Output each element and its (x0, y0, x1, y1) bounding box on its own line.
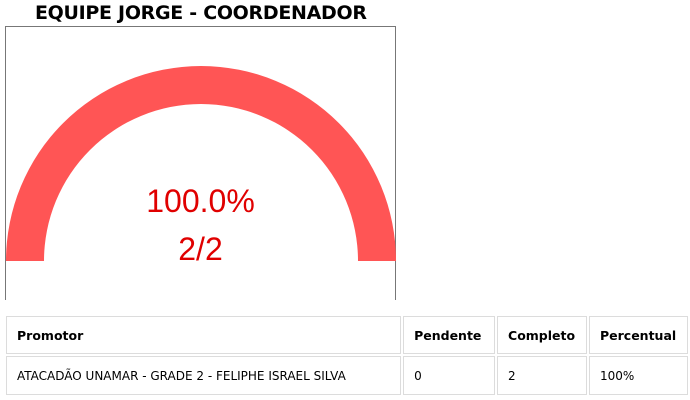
column-header-pendente: Pendente (403, 316, 496, 354)
gauge-percent-label: 100.0% (146, 183, 255, 219)
cell-percentual: 100% (588, 356, 688, 395)
cell-promotor: ATACADÃO UNAMAR - GRADE 2 - FELIPHE ISRA… (6, 356, 402, 395)
gauge-fraction-label: 2/2 (178, 231, 223, 267)
table-row: ATACADÃO UNAMAR - GRADE 2 - FELIPHE ISRA… (6, 356, 688, 395)
page-title: EQUIPE JORGE - COORDENADOR (35, 2, 367, 24)
gauge-svg (6, 66, 396, 261)
promotor-table: Promotor Pendente Completo Percentual AT… (4, 314, 690, 397)
cell-pendente: 0 (403, 356, 496, 395)
column-header-promotor: Promotor (6, 316, 402, 354)
cell-completo: 2 (497, 356, 587, 395)
column-header-completo: Completo (497, 316, 587, 354)
gauge-arc (6, 66, 396, 261)
gauge-chart: 100.0% 2/2 (5, 26, 396, 300)
column-header-percentual: Percentual (588, 316, 688, 354)
table-header-row: Promotor Pendente Completo Percentual (6, 316, 688, 354)
